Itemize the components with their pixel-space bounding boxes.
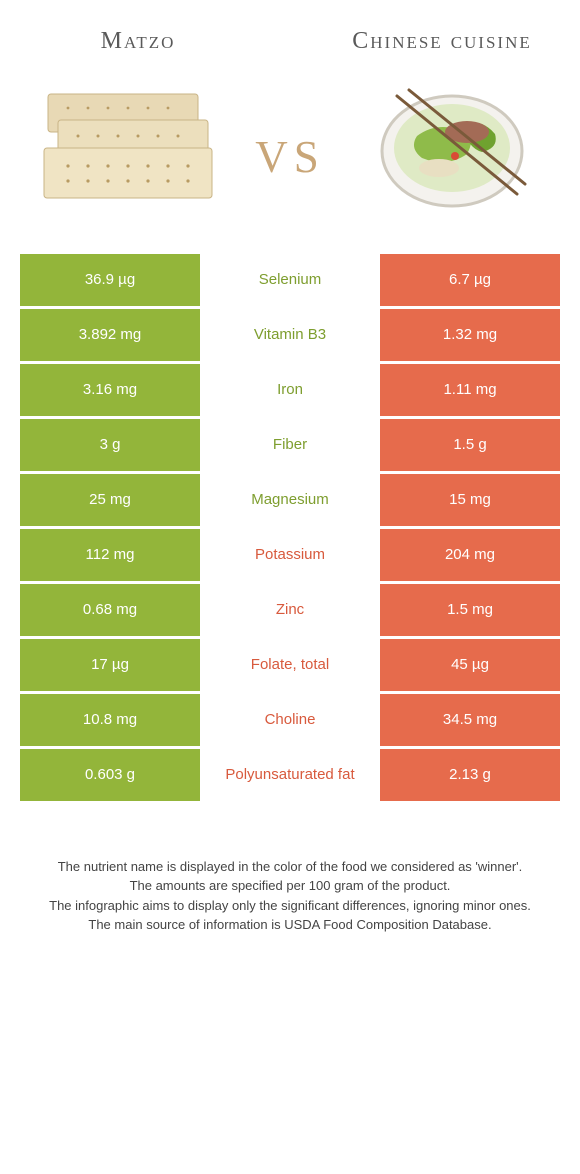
- vs-label: vs: [255, 114, 325, 188]
- chinese-bowl-icon: [367, 76, 537, 216]
- nutrient-label-cell: Vitamin B3: [200, 309, 380, 361]
- nutrient-label-cell: Selenium: [200, 254, 380, 306]
- footnote-line: The nutrient name is displayed in the co…: [30, 857, 550, 877]
- nutrient-row: 3 gFiber1.5 g: [20, 419, 560, 471]
- left-food-title: Matzo: [38, 28, 238, 56]
- nutrient-label-cell: Folate, total: [200, 639, 380, 691]
- nutrient-row: 17 µgFolate, total45 µg: [20, 639, 560, 691]
- left-value-cell: 112 mg: [20, 529, 200, 581]
- nutrient-label-cell: Polyunsaturated fat: [200, 749, 380, 801]
- right-value-cell: 2.13 g: [380, 749, 560, 801]
- nutrient-row: 25 mgMagnesium15 mg: [20, 474, 560, 526]
- images-row: vs: [0, 66, 580, 236]
- nutrient-label-cell: Fiber: [200, 419, 380, 471]
- nutrient-row: 3.16 mgIron1.11 mg: [20, 364, 560, 416]
- matzo-icon: [38, 76, 218, 216]
- right-value-cell: 34.5 mg: [380, 694, 560, 746]
- nutrient-label-cell: Iron: [200, 364, 380, 416]
- right-value-cell: 1.5 mg: [380, 584, 560, 636]
- header-row: Matzo Chinese cuisine: [0, 0, 580, 66]
- left-value-cell: 3.16 mg: [20, 364, 200, 416]
- left-value-cell: 10.8 mg: [20, 694, 200, 746]
- footnote-line: The main source of information is USDA F…: [30, 915, 550, 935]
- left-value-cell: 17 µg: [20, 639, 200, 691]
- left-value-cell: 36.9 µg: [20, 254, 200, 306]
- right-value-cell: 1.11 mg: [380, 364, 560, 416]
- left-value-cell: 3.892 mg: [20, 309, 200, 361]
- left-value-cell: 0.68 mg: [20, 584, 200, 636]
- footnote-line: The amounts are specified per 100 gram o…: [30, 876, 550, 896]
- left-value-cell: 3 g: [20, 419, 200, 471]
- nutrient-row: 10.8 mgCholine34.5 mg: [20, 694, 560, 746]
- nutrient-label-cell: Magnesium: [200, 474, 380, 526]
- left-value-cell: 25 mg: [20, 474, 200, 526]
- nutrient-label-cell: Zinc: [200, 584, 380, 636]
- left-value-cell: 0.603 g: [20, 749, 200, 801]
- right-value-cell: 45 µg: [380, 639, 560, 691]
- right-food-image: [362, 76, 542, 216]
- nutrient-table: 36.9 µgSelenium6.7 µg3.892 mgVitamin B31…: [20, 254, 560, 801]
- left-food-image: [38, 76, 218, 216]
- right-value-cell: 15 mg: [380, 474, 560, 526]
- nutrient-row: 36.9 µgSelenium6.7 µg: [20, 254, 560, 306]
- footnote-line: The infographic aims to display only the…: [30, 896, 550, 916]
- footnotes: The nutrient name is displayed in the co…: [30, 857, 550, 935]
- nutrient-row: 3.892 mgVitamin B31.32 mg: [20, 309, 560, 361]
- nutrient-row: 112 mgPotassium204 mg: [20, 529, 560, 581]
- nutrient-label-cell: Potassium: [200, 529, 380, 581]
- nutrient-label-cell: Choline: [200, 694, 380, 746]
- nutrient-row: 0.68 mgZinc1.5 mg: [20, 584, 560, 636]
- right-value-cell: 1.32 mg: [380, 309, 560, 361]
- right-food-title: Chinese cuisine: [342, 28, 542, 56]
- right-value-cell: 1.5 g: [380, 419, 560, 471]
- right-value-cell: 204 mg: [380, 529, 560, 581]
- nutrient-row: 0.603 gPolyunsaturated fat2.13 g: [20, 749, 560, 801]
- right-value-cell: 6.7 µg: [380, 254, 560, 306]
